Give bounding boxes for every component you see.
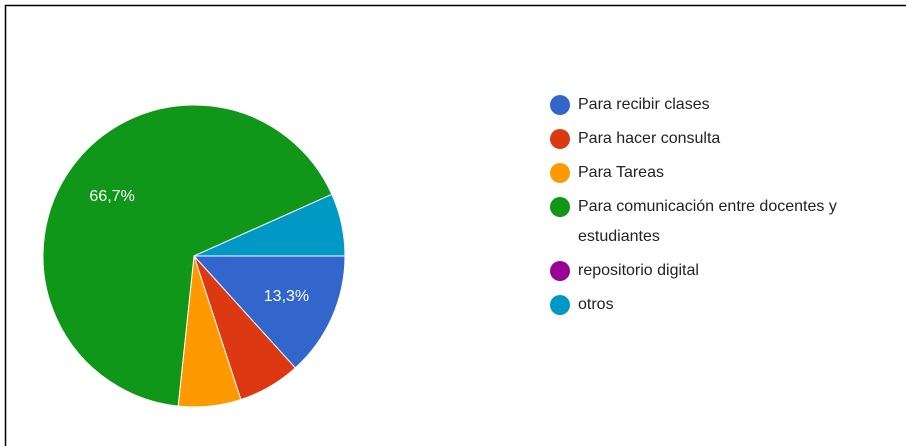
pie-slice xyxy=(42,104,333,407)
legend-swatch xyxy=(550,163,570,183)
legend-label: Para recibir clases xyxy=(578,96,710,113)
legend-label: otros xyxy=(578,296,614,313)
legend-label: Para hacer consulta xyxy=(578,130,721,147)
pie-slice xyxy=(193,193,346,257)
legend-label: Para Tareas xyxy=(578,164,664,181)
legend-swatch xyxy=(550,129,570,149)
legend-swatch xyxy=(550,95,570,115)
legend-label: Para comunicación entre docentes y estud… xyxy=(578,198,837,245)
legend-label: repositorio digital xyxy=(578,262,699,279)
slice-label: 13,3% xyxy=(264,288,309,305)
pie-slice xyxy=(192,255,346,369)
legend-swatch xyxy=(550,295,570,315)
frame xyxy=(4,4,906,446)
legend-swatch xyxy=(550,197,570,217)
slice-label: 66,7% xyxy=(89,188,134,205)
legend-swatch xyxy=(550,261,570,281)
